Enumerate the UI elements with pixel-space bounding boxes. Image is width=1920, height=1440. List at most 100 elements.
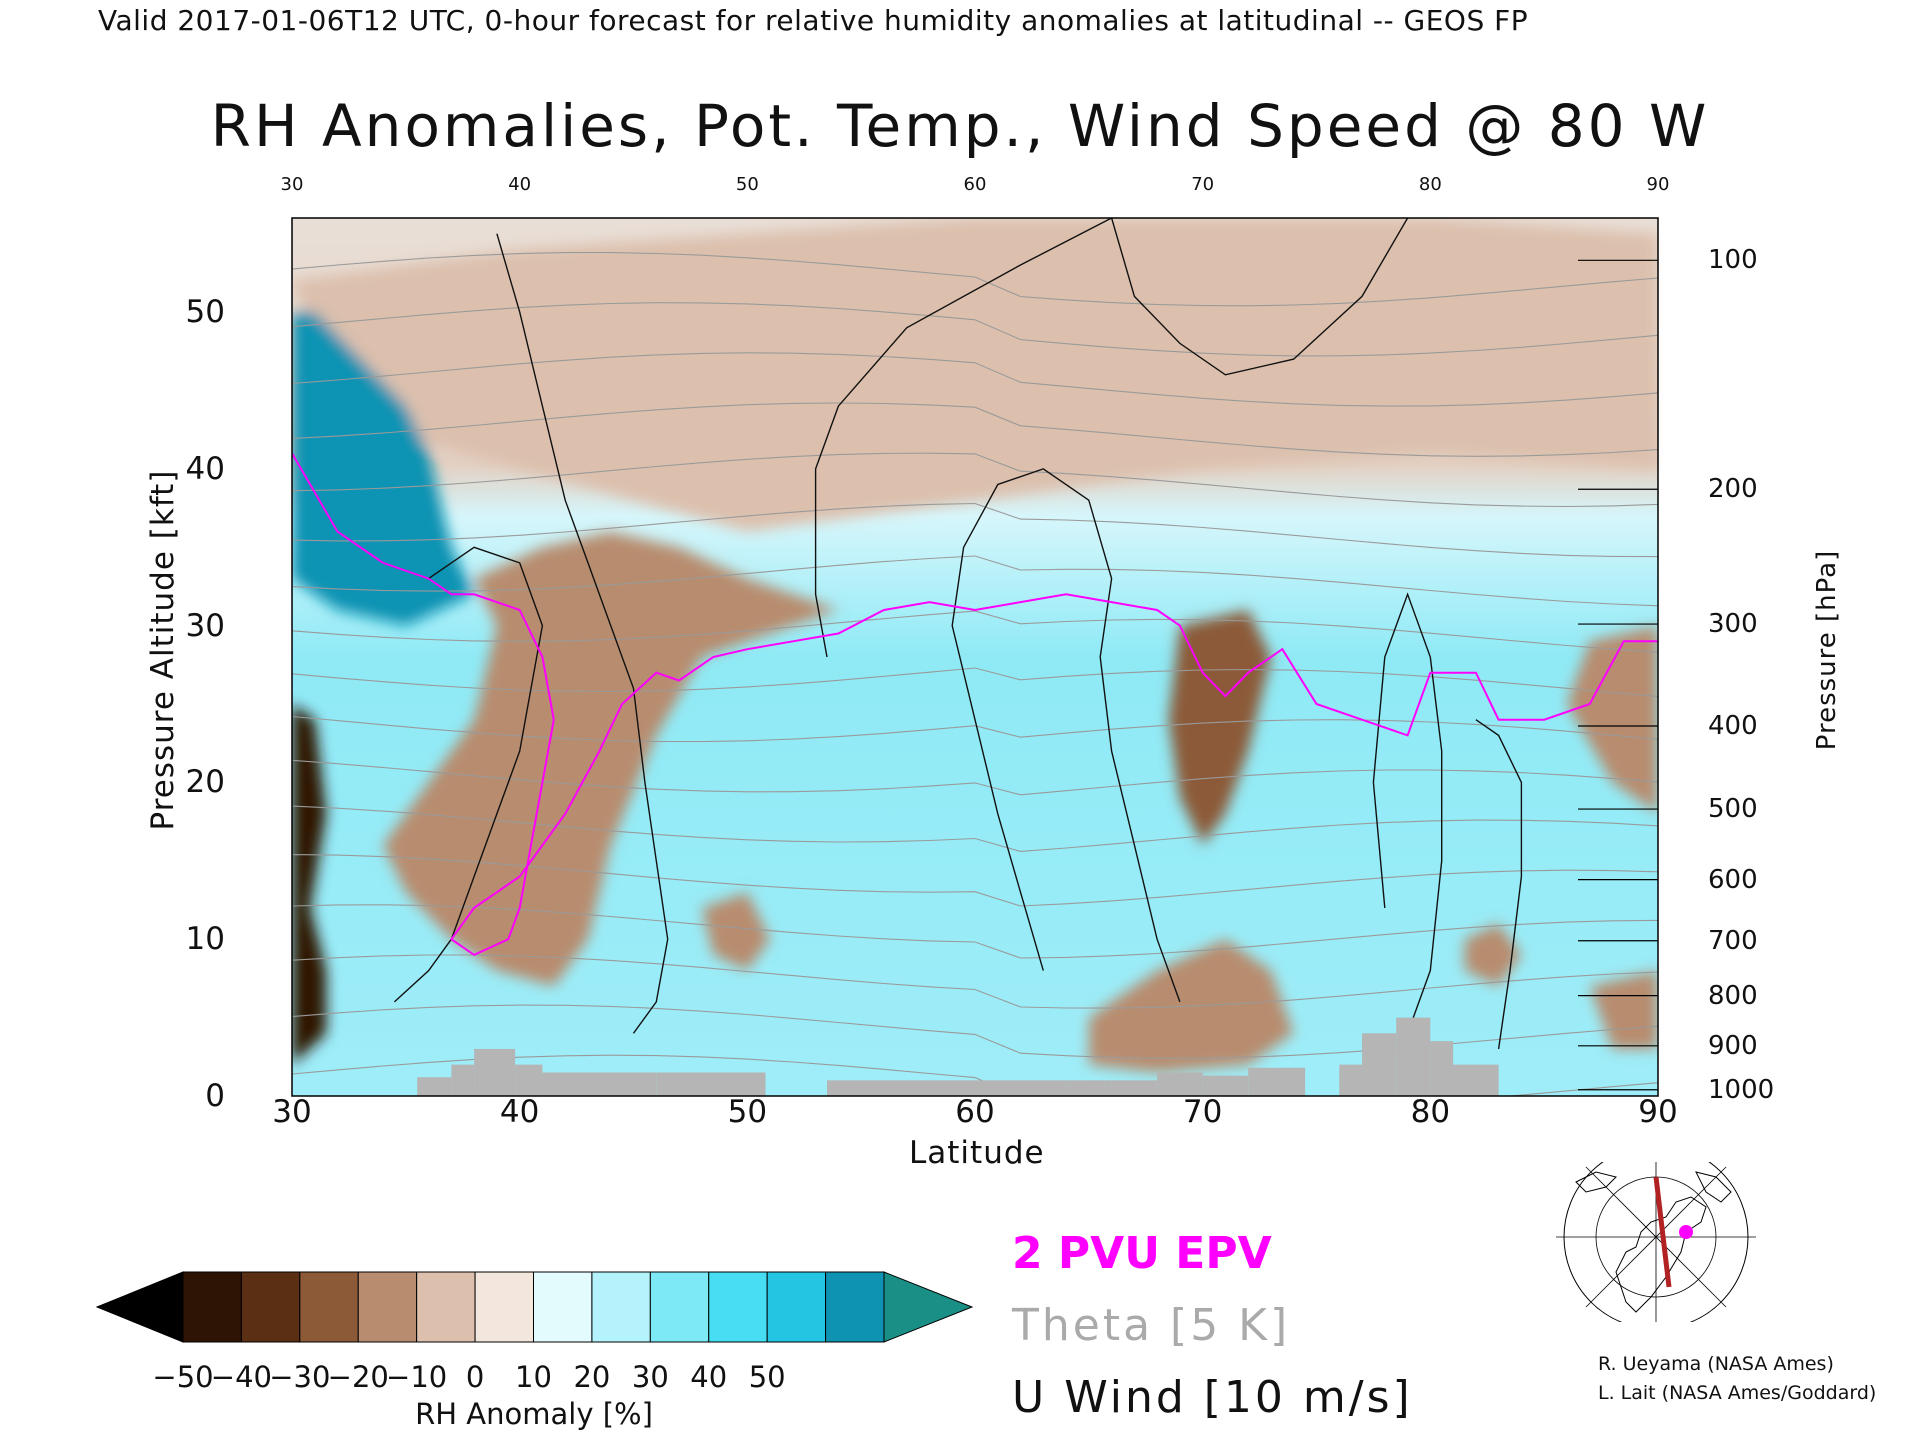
terrain-block-11	[1157, 1072, 1203, 1096]
colorbar-high-arrow	[883, 1271, 974, 1343]
terrain-block-0	[417, 1077, 452, 1096]
colorbar-segment-5	[474, 1271, 535, 1343]
x-tick-60: 60	[955, 1094, 995, 1130]
y-tick-20: 20	[185, 764, 225, 801]
credit-line-1: R. Ueyama (NASA Ames)	[1598, 1353, 1834, 1375]
polar-locator-map-icon	[1556, 1162, 1756, 1322]
uwind-contour-3	[951, 468, 1181, 1003]
top-lat-label-40: 40	[508, 174, 532, 195]
pressure-label-300: 300	[1708, 609, 1758, 640]
colorbar-segment-9	[708, 1271, 768, 1343]
rh-region-7	[1464, 923, 1522, 987]
pressure-label-800: 800	[1708, 980, 1758, 1011]
terrain-block-12	[1202, 1075, 1249, 1096]
terrain-block-5	[656, 1072, 766, 1096]
colorbar-tick-2: −30	[269, 1360, 331, 1394]
credit-line-2: L. Lait (NASA Ames/Goddard)	[1598, 1382, 1877, 1404]
terrain-block-9	[1066, 1080, 1112, 1096]
top-lat-label-80: 80	[1418, 174, 1442, 195]
terrain-block-4	[542, 1072, 657, 1096]
pressure-label-600: 600	[1708, 864, 1758, 895]
terrain-block-17	[1396, 1017, 1431, 1096]
u-wind-contours	[393, 218, 1523, 1050]
theta-line-380	[292, 452, 1658, 508]
x-tick-70: 70	[1182, 1094, 1223, 1130]
colorbar-tick-0: −50	[152, 1360, 214, 1394]
top-lat-label-30: 30	[280, 174, 304, 195]
uwind-contour-5	[1475, 719, 1523, 1050]
legend-epv: 2 PVU EPV	[1012, 1228, 1272, 1279]
theta-line-420	[292, 252, 1658, 307]
colorbar-tick-5: 0	[465, 1360, 485, 1394]
rh-anomaly-field	[292, 218, 1658, 1073]
colorbar-tick-3: −20	[327, 1360, 389, 1394]
terrain-block-18	[1430, 1041, 1454, 1096]
colorbar-tick-7: 20	[573, 1360, 611, 1394]
rh-region-8	[1566, 625, 1658, 814]
colorbar-tick-6: 10	[515, 1360, 552, 1394]
x-tick-50: 50	[727, 1094, 768, 1130]
theta-line-330	[292, 715, 1658, 743]
uwind-contour-0	[496, 233, 669, 1034]
theta-line-370	[292, 502, 1658, 558]
uwind-contour-6	[393, 546, 544, 1003]
theta-line-360	[292, 555, 1658, 607]
chart-title: RH Anomalies, Pot. Temp., Wind Speed @ 8…	[210, 92, 1710, 160]
y-tick-50: 50	[185, 294, 225, 331]
colorbar-segment-3	[357, 1271, 418, 1343]
colorbar-segment-4	[416, 1271, 476, 1343]
colorbar-segment-11	[825, 1271, 885, 1343]
y-tick-10: 10	[185, 921, 225, 958]
epv-2pvu-contour	[292, 452, 1658, 957]
terrain-block-3	[515, 1064, 543, 1096]
colorbar-segment-8	[649, 1271, 710, 1343]
theta-line-410	[292, 302, 1658, 357]
pressure-label-200: 200	[1708, 474, 1758, 505]
terrain-block-2	[474, 1048, 516, 1096]
theta-line-320	[292, 759, 1658, 796]
uwind-contour-2	[1110, 218, 1409, 376]
uwind-contour-4	[1372, 592, 1443, 1034]
colorbar-tick-1: −40	[210, 1360, 273, 1394]
colorbar-tick-10: 50	[748, 1360, 786, 1394]
colorbar-tick-8: 30	[631, 1360, 669, 1394]
rh-region-11	[292, 312, 475, 626]
terrain-block-15	[1339, 1064, 1363, 1096]
y-tick-0: 0	[205, 1078, 225, 1114]
colorbar-title: RH Anomaly [%]	[415, 1397, 653, 1431]
pressure-label-500: 500	[1708, 794, 1758, 825]
x-tick-30: 30	[272, 1094, 312, 1130]
colorbar-low-arrow	[95, 1271, 184, 1343]
theta-line-290	[292, 904, 1658, 959]
terrain-block-10	[1111, 1080, 1158, 1096]
colorbar-segment-0	[182, 1271, 242, 1343]
colorbar-tick-4: −10	[386, 1360, 448, 1394]
y-tick-40: 40	[185, 450, 225, 487]
terrain-block-16	[1362, 1033, 1397, 1096]
colorbar-segment-10	[766, 1271, 827, 1343]
theta-line-400	[292, 352, 1658, 407]
rh-region-4	[1168, 610, 1271, 846]
theta-line-300	[292, 854, 1658, 907]
theta-line-280	[292, 954, 1658, 1009]
theta-line-340	[292, 667, 1658, 697]
x-tick-80: 80	[1410, 1094, 1451, 1130]
y-tick-30: 30	[185, 607, 225, 644]
legend-uwind: U Wind [10 m/s]	[1012, 1372, 1413, 1423]
x-axis-title: Latitude	[909, 1135, 1045, 1171]
theta-line-390	[292, 402, 1658, 457]
top-lat-label-50: 50	[735, 174, 759, 195]
uwind-contour-1	[814, 218, 1112, 658]
pressure-label-400: 400	[1708, 710, 1758, 741]
colorbar-segment-2	[299, 1271, 359, 1343]
pressure-label-900: 900	[1708, 1030, 1758, 1061]
terrain-block-7	[827, 1080, 975, 1096]
pressure-label-700: 700	[1708, 925, 1758, 956]
x-tick-90: 90	[1638, 1094, 1678, 1130]
top-lat-label-90: 90	[1646, 174, 1670, 195]
terrain-block-1	[451, 1064, 475, 1096]
forecast-header: Valid 2017-01-06T12 UTC, 0-hour forecast…	[98, 4, 1529, 37]
rh-region-1	[292, 704, 327, 1065]
